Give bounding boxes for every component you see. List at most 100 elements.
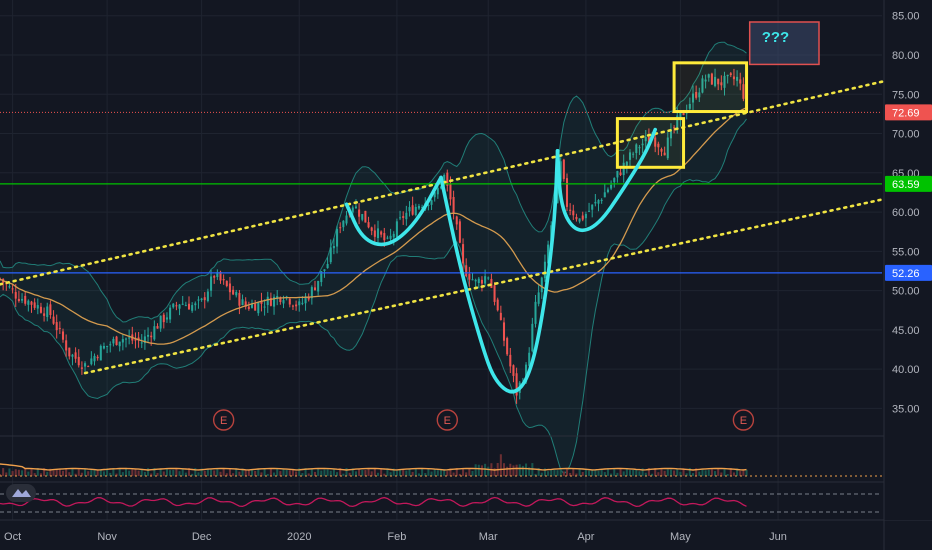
volume-bar <box>525 463 528 476</box>
candle-body <box>266 296 269 305</box>
volume-bar <box>348 472 351 476</box>
candle-body <box>351 207 354 213</box>
price-level-badge-label: 52.26 <box>892 268 920 280</box>
cup-handle-curve <box>439 149 560 394</box>
candle-body <box>118 341 121 347</box>
volume-bar <box>427 468 430 476</box>
volume-bar <box>695 468 698 476</box>
candle-body <box>657 143 660 148</box>
drawing-annotations: ??? <box>0 21 884 394</box>
volume-bar <box>93 469 96 476</box>
volume-bar <box>219 471 222 476</box>
candle-body <box>490 278 493 288</box>
volume-bar <box>257 468 260 476</box>
volume-bar <box>376 472 380 476</box>
candle-body <box>254 304 257 311</box>
candle-body <box>559 161 562 182</box>
time-tick-label: Jun <box>769 531 787 543</box>
candle-body <box>506 338 509 355</box>
chart-grid <box>0 0 882 520</box>
volume-bar <box>458 473 461 476</box>
candle-body <box>178 304 181 309</box>
price-tick-label: 85.00 <box>892 11 920 23</box>
volume-bar <box>439 469 443 476</box>
volume-bar <box>471 470 474 476</box>
volume-bar <box>556 470 559 476</box>
candle-body <box>443 174 446 186</box>
volume-bar <box>588 470 591 476</box>
volume-bar <box>118 468 121 476</box>
volume-bar <box>449 468 452 476</box>
candle-body <box>143 336 146 344</box>
candle-body <box>288 298 291 305</box>
bollinger-bands <box>0 41 747 475</box>
candle-body <box>436 188 439 195</box>
volume-bar <box>345 468 348 476</box>
volume-bar <box>301 473 304 476</box>
volume-bar <box>147 468 150 476</box>
candle-body <box>660 149 663 152</box>
time-tick-label: 2020 <box>287 531 311 543</box>
volume-bar <box>543 468 546 476</box>
candle-body <box>408 207 411 212</box>
question-box <box>748 21 820 66</box>
volume-bar <box>707 469 710 476</box>
volume-bar <box>0 474 2 476</box>
candle-body <box>367 222 370 228</box>
volume-bar <box>143 472 146 476</box>
candle-body <box>632 153 635 155</box>
volume-bar <box>499 454 502 476</box>
volume-bar <box>673 470 676 476</box>
candle-body <box>200 298 203 301</box>
candle-body <box>21 298 24 301</box>
volume-bar <box>213 470 216 476</box>
ma-line-slow <box>0 107 747 345</box>
candle-body <box>52 316 55 324</box>
volume-bar <box>52 470 55 476</box>
candle-body <box>628 152 632 160</box>
price-tick-label: 80.00 <box>892 50 920 62</box>
candle-body <box>707 74 710 78</box>
price-level-badge-label: 72.69 <box>892 107 920 119</box>
volume-bar <box>565 468 569 476</box>
candle-body <box>581 215 584 220</box>
candle-body <box>386 237 389 239</box>
candle-body <box>499 312 502 320</box>
time-tick-label: Feb <box>387 531 406 543</box>
candle-body <box>625 161 628 166</box>
candle-body <box>46 306 49 318</box>
volume-bar <box>619 468 622 476</box>
candle-body <box>282 300 285 304</box>
volume-bar <box>676 468 679 476</box>
volume-bar <box>74 473 77 476</box>
candle-body <box>405 212 408 220</box>
price-tick-label: 75.00 <box>892 89 920 101</box>
candle-body <box>395 221 398 238</box>
volume-bar <box>49 468 52 476</box>
candle-body <box>584 213 587 219</box>
volume-bar <box>162 471 165 476</box>
volume-bar <box>477 464 480 476</box>
volume-bar <box>21 470 24 476</box>
candle-body <box>332 246 335 249</box>
volume-bar <box>628 470 632 476</box>
candle-body <box>112 338 115 344</box>
candle-body <box>140 342 143 344</box>
volume-bar <box>165 468 168 476</box>
candle-body <box>326 263 329 269</box>
volume-bar <box>370 471 373 476</box>
candle-body <box>175 305 178 307</box>
candle-body <box>244 301 247 307</box>
volume-bar <box>720 472 723 476</box>
candle-body <box>71 354 74 357</box>
candle-body <box>487 277 490 279</box>
volume-bar <box>84 468 87 476</box>
volume-bar <box>5 472 8 476</box>
volume-bar <box>39 473 42 476</box>
volume-bar <box>572 468 575 476</box>
volume-bar <box>714 471 717 476</box>
candle-body <box>402 216 405 218</box>
volume-bar <box>603 472 606 476</box>
candle-body <box>8 286 11 288</box>
volume-bar <box>77 468 80 476</box>
